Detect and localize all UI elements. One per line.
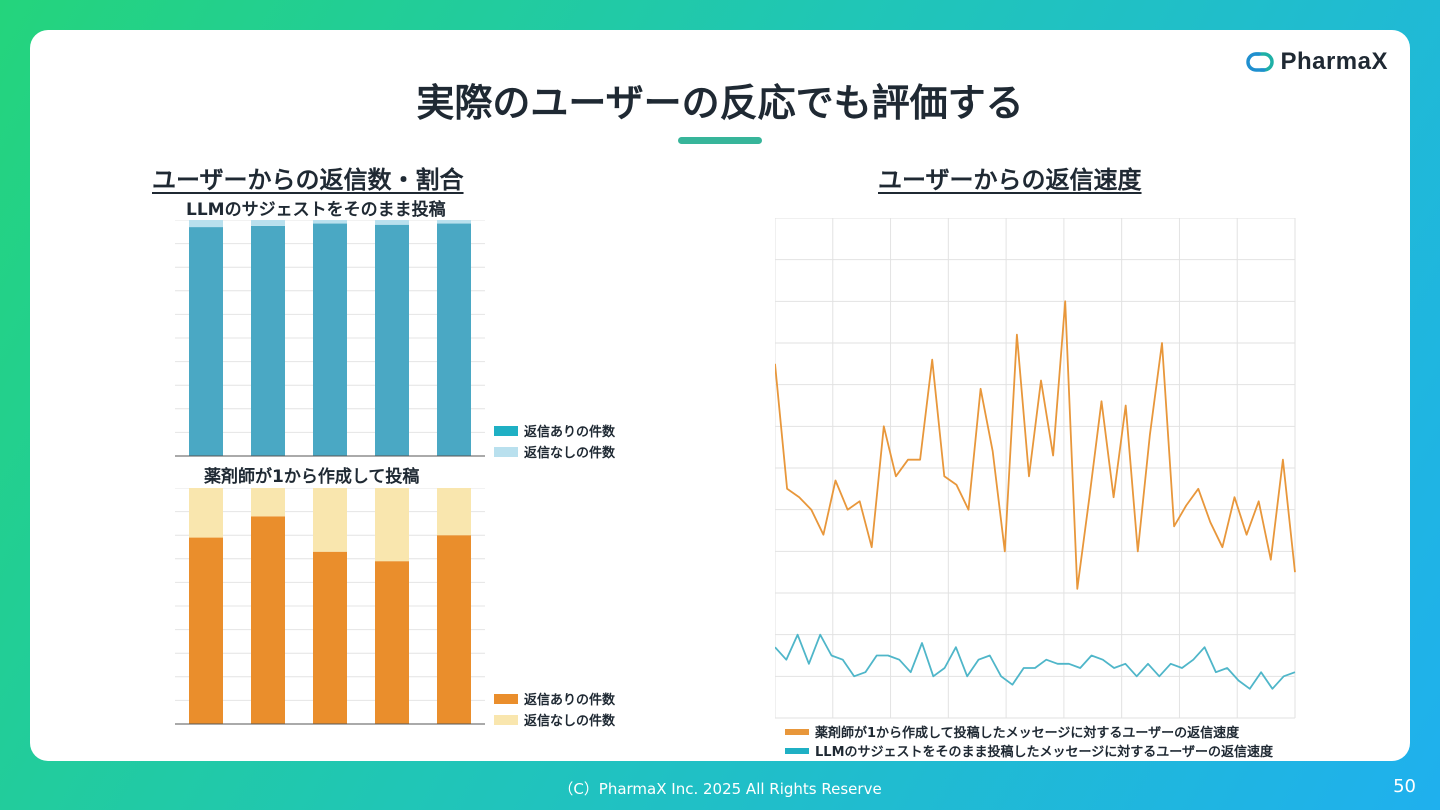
title-accent-bar <box>678 137 762 144</box>
bar-replied <box>189 537 223 724</box>
legend-item: 返信なしの件数 <box>494 709 615 730</box>
pharmacist-chart-title: 薬剤師が1から作成して投稿 <box>204 467 420 487</box>
brand-logo: PharmaX <box>1246 48 1388 76</box>
bar-not-replied <box>313 220 347 224</box>
legend-swatch <box>494 693 518 704</box>
pharmacist-reply-ratio-chart <box>175 488 485 725</box>
bar-replied <box>189 227 223 456</box>
legend-label: 返信なしの件数 <box>524 446 616 461</box>
line-chart-legend: 薬剤師が1から作成して投稿したメッセージに対するユーザーの返信速度 LLMのサジ… <box>785 722 1273 760</box>
bar-replied <box>251 516 285 724</box>
bar-not-replied <box>375 220 409 225</box>
legend-swatch <box>494 714 518 725</box>
bar-not-replied <box>251 488 285 517</box>
bar-not-replied <box>437 220 471 224</box>
legend-label: LLMのサジェストをそのまま投稿したメッセージに対するユーザーの返信速度 <box>815 745 1273 760</box>
page-title: 実際のユーザーの反応でも評価する <box>416 81 1024 125</box>
bar-replied <box>437 223 471 456</box>
bar-replied <box>313 551 347 724</box>
reply-count-section-title: ユーザーからの返信数・割合 <box>152 166 464 194</box>
bar-not-replied <box>313 488 347 552</box>
bar-replied <box>251 225 285 456</box>
pharmacist-reply-speed-line <box>775 300 1296 590</box>
llm-reply-ratio-chart <box>175 220 485 457</box>
slide-card: PharmaX 実際のユーザーの反応でも評価する ユーザーからの返信数・割合 ユ… <box>30 30 1410 761</box>
legend-label: 返信ありの件数 <box>524 425 616 440</box>
pharmax-logo-icon <box>1246 52 1275 72</box>
legend-item: LLMのサジェストをそのまま投稿したメッセージに対するユーザーの返信速度 <box>785 741 1273 760</box>
legend-swatch <box>494 446 518 457</box>
legend-label: 返信なしの件数 <box>524 714 616 729</box>
reply-speed-line-chart <box>775 218 1296 719</box>
bar-not-replied <box>437 488 471 536</box>
brand-name: PharmaX <box>1280 48 1388 75</box>
legend-item: 返信ありの件数 <box>494 688 615 709</box>
legend-item: 薬剤師が1から作成して投稿したメッセージに対するユーザーの返信速度 <box>785 722 1273 741</box>
bar-replied <box>437 535 471 724</box>
copyright-footer: （C）PharmaX Inc. 2025 All Rights Reserve <box>558 780 882 798</box>
reply-speed-section-title: ユーザーからの返信速度 <box>878 166 1142 194</box>
bar-replied <box>313 223 347 456</box>
page-number: 50 <box>1393 776 1416 797</box>
legend-label: 返信ありの件数 <box>524 693 616 708</box>
legend-label: 薬剤師が1から作成して投稿したメッセージに対するユーザーの返信速度 <box>815 726 1240 741</box>
bar-not-replied <box>189 220 223 228</box>
llm-chart-legend: 返信ありの件数 返信なしの件数 <box>494 420 615 462</box>
legend-item: 返信ありの件数 <box>494 420 615 441</box>
llm-reply-speed-line <box>775 633 1296 690</box>
bar-not-replied <box>375 488 409 562</box>
legend-item: 返信なしの件数 <box>494 441 615 462</box>
pharmacist-chart-legend: 返信ありの件数 返信なしの件数 <box>494 688 615 730</box>
bar-replied <box>375 561 409 724</box>
bar-replied <box>375 224 409 456</box>
llm-chart-title: LLMのサジェストをそのまま投稿 <box>186 200 446 220</box>
legend-swatch <box>785 728 809 735</box>
legend-swatch <box>785 747 809 754</box>
bar-not-replied <box>189 488 223 538</box>
bar-not-replied <box>251 220 285 226</box>
legend-swatch <box>494 425 518 436</box>
